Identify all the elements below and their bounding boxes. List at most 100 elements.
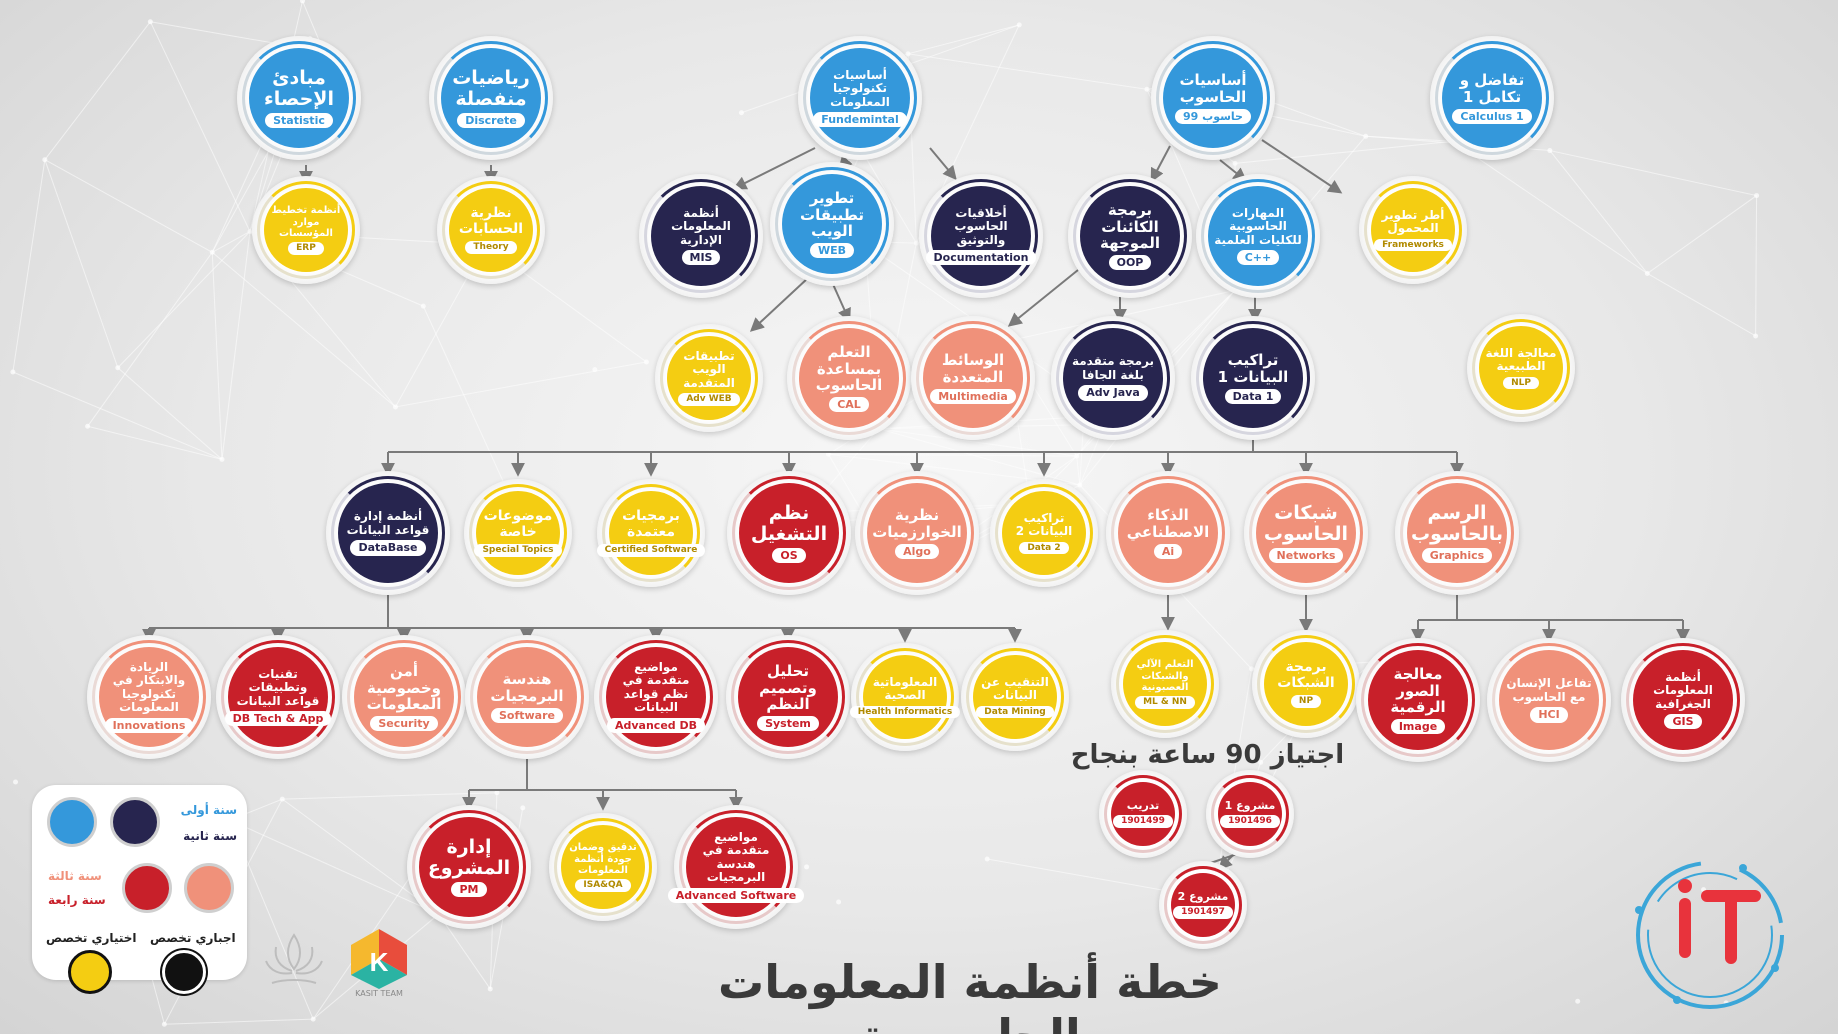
course-node-mining: التنقيب عن البيانات Data Mining <box>961 643 1069 751</box>
arrow-fund-doc <box>929 147 957 181</box>
course-ring <box>644 179 758 293</box>
course-core: التنقيب عن البيانات Data Mining <box>973 655 1057 739</box>
course-core: نظرية الحسابات Theory <box>449 188 533 272</box>
background-line <box>1549 150 1648 274</box>
course-ring <box>679 810 793 924</box>
course-code-badge: HCI <box>1530 707 1568 723</box>
background-dot <box>279 796 285 802</box>
course-node-isqa: تدقيق وضمان جودة أنظمة المعلومات ISA&QA <box>549 813 657 921</box>
course-code-badge: System <box>757 716 819 732</box>
course-name: الرسم بالحاسوب <box>1411 501 1503 545</box>
course-core: إدارة المشروع PM <box>419 817 519 917</box>
course-code-badge: Certified Software <box>596 543 706 557</box>
course-name: شبكات الحاسوب <box>1263 501 1349 545</box>
course-ring <box>434 41 548 155</box>
legend-third-year-swatch <box>184 863 234 913</box>
legend-first-year-swatch <box>47 797 97 847</box>
course-name: برمجة متقدمة بلغة الجافا <box>1071 354 1155 382</box>
course-ring <box>775 167 889 281</box>
course-core: المهارات الحاسوبية للكليات العلمية C++ <box>1208 186 1308 286</box>
background-dot <box>905 51 911 57</box>
course-ring <box>732 476 846 590</box>
course-node-algo: نظرية الخوارزميات Algo <box>855 471 979 595</box>
course-code-badge: NLP <box>1503 376 1539 390</box>
background-dot <box>804 864 810 870</box>
background-line <box>395 361 647 408</box>
course-node-networks: شبكات الحاسوب Networks <box>1244 471 1368 595</box>
course-core: المعلوماتية الصحية Health Informatics <box>849 655 961 739</box>
course-ring <box>1435 41 1549 155</box>
course-name: مواضيع متقدمة في هندسة البرمجيات <box>702 830 770 885</box>
it-logo <box>1625 850 1795 1020</box>
course-ring <box>803 41 917 155</box>
background-line <box>211 251 396 408</box>
course-code-badge: DB Tech & App <box>224 711 332 727</box>
course-name: المعلوماتية الصحية <box>872 674 938 703</box>
course-node-dbtech: تقنيات وتطبيقات قواعد البيانات DB Tech & … <box>216 635 340 759</box>
course-core: أنظمة تخطيط موارد المؤسسات ERP <box>264 188 348 272</box>
background-line <box>907 53 1147 90</box>
course-ring <box>1111 476 1225 590</box>
course-name: المهارات الحاسوبية للكليات العلمية <box>1214 205 1302 247</box>
course-code-badge: Data 1 <box>1224 388 1282 404</box>
background-dot <box>300 0 306 4</box>
legend-second-year-label: سنة ثانية <box>183 829 237 843</box>
background-line <box>221 231 251 460</box>
course-code-badge: حاسوب 99 <box>1175 108 1251 124</box>
course-name: تفاضل و تكامل 1 <box>1459 71 1525 106</box>
background-line <box>211 252 223 460</box>
course-ring <box>1257 635 1355 733</box>
course-core: برمجة الكائنات الموجهة OOP <box>1080 186 1180 286</box>
course-name: مواضيع متقدمة في نظم قواعد البيانات <box>622 660 690 715</box>
course-node-system: تحليل وتصميم النظم System <box>726 635 850 759</box>
course-core: برمجيات معتمدة Certified Software <box>596 491 706 575</box>
course-ring <box>924 179 1038 293</box>
course-code-badge: Data 2 <box>1019 541 1069 555</box>
course-ring <box>916 321 1030 435</box>
course-core: شبكات الحاسوب Networks <box>1256 483 1356 583</box>
background-line <box>44 159 119 368</box>
background-line <box>1076 456 1081 486</box>
course-name: رياضيات منفصلة <box>452 66 530 110</box>
background-dot <box>1547 148 1553 154</box>
course-ring <box>1361 643 1475 757</box>
background-dot <box>1144 86 1150 92</box>
course-node-proj1: مشروع 1 1901496 <box>1206 770 1294 858</box>
course-core: نظرية الخوارزميات Algo <box>867 483 967 583</box>
course-name: تفاعل الإنسان مع الحاسوب <box>1506 676 1592 704</box>
course-code-badge: Advanced Software <box>667 887 805 903</box>
background-dot <box>913 240 919 246</box>
course-name: أساسيات الحاسوب <box>1179 71 1247 106</box>
course-node-cal: التعلم بمساعدة الحاسوب CAL <box>787 316 911 440</box>
kasit-team-label: KASIT TEAM <box>355 989 403 998</box>
course-code-badge: Algo <box>895 543 939 559</box>
course-core: أساسيات الحاسوب حاسوب 99 <box>1163 48 1263 148</box>
course-name: مبادئ الإحصاء <box>264 66 334 110</box>
course-node-proj2: مشروع 2 1901497 <box>1159 861 1247 949</box>
background-line <box>87 425 223 460</box>
background-dot <box>1754 193 1760 199</box>
background-line <box>1549 150 1757 197</box>
course-node-pm: إدارة المشروع PM <box>407 805 531 929</box>
course-core: الريادة والابتكار في تكنولوجيا المعلومات… <box>99 647 199 747</box>
course-code-badge: PM <box>451 882 487 898</box>
background-dot <box>643 359 649 365</box>
course-ring <box>1492 643 1606 757</box>
course-name: موضوعات خاصة <box>483 508 553 541</box>
course-node-cpp: المهارات الحاسوبية للكليات العلمية C++ <box>1196 174 1320 298</box>
legend-elective-label: اختياري تخصص <box>46 931 137 945</box>
course-node-advweb: تطبيقات الويب المتقدمة Adv WEB <box>655 324 763 432</box>
course-code-badge: ERP <box>288 241 324 255</box>
background-line <box>282 792 497 800</box>
course-node-calc: تفاضل و تكامل 1 Calculus 1 <box>1430 36 1554 160</box>
course-code-badge: Multimedia <box>930 388 1016 404</box>
background-dot <box>487 986 493 992</box>
course-ring <box>1104 775 1182 853</box>
page-title: خطة أنظمة المعلومات الحاسوبية <box>718 955 1222 1034</box>
course-core: تدريب 1901499 <box>1111 782 1175 846</box>
background-line <box>1235 140 1454 164</box>
legend-mandatory-label: اجباري تخصص <box>150 931 236 945</box>
course-code-badge: Theory <box>465 240 517 254</box>
course-ring <box>602 484 700 582</box>
background-line <box>1365 135 1454 142</box>
